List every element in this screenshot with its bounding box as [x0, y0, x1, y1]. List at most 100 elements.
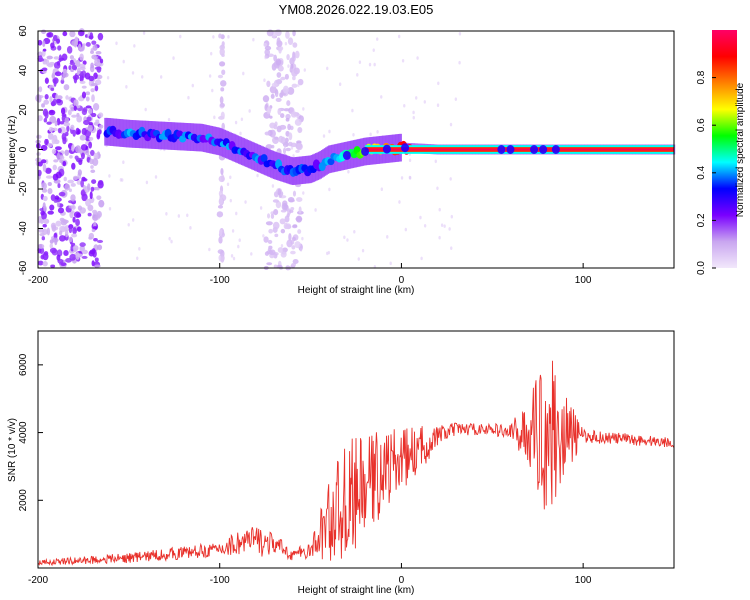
noise-point: [42, 219, 49, 224]
colorbar: 0.0 0.2 0.4 0.6 0.8 Normalized spectral ampl…: [696, 30, 746, 275]
noise-point: [290, 111, 298, 118]
noise-point: [62, 31, 68, 37]
noise-point: [295, 142, 303, 151]
noise-point: [99, 58, 104, 64]
noise-point: [438, 207, 441, 212]
noise-point: [458, 31, 462, 36]
noise-point: [299, 248, 303, 252]
noise-point: [94, 66, 102, 71]
noise-point: [96, 195, 102, 200]
noise-point: [274, 233, 279, 238]
noise-point: [94, 85, 99, 92]
noise-point: [273, 54, 278, 62]
noise-point: [159, 75, 163, 79]
trace-point: [260, 154, 268, 163]
noise-point: [58, 54, 63, 63]
noise-point: [285, 147, 291, 152]
noise-point: [218, 236, 223, 244]
snr-x-tick-label: -200: [28, 575, 48, 586]
noise-point: [369, 132, 372, 137]
noise-point: [217, 204, 224, 209]
noise-point: [92, 102, 100, 111]
noise-point: [92, 158, 99, 166]
colorbar-tick-label: 0.4: [696, 165, 707, 179]
noise-point: [92, 44, 98, 51]
noise-point: [189, 226, 192, 230]
noise-point: [88, 250, 95, 257]
noise-point: [87, 124, 93, 132]
noise-point: [79, 53, 84, 61]
noise-point: [376, 129, 379, 134]
noise-point: [56, 38, 61, 44]
noise-point: [47, 32, 54, 38]
noise-point: [77, 43, 82, 52]
noise-point: [42, 60, 48, 65]
noise-point: [353, 229, 356, 234]
noise-point: [347, 170, 350, 174]
noise-point: [67, 109, 72, 116]
noise-point: [71, 114, 78, 118]
noise-point: [63, 250, 69, 256]
noise-point: [49, 115, 57, 124]
noise-point: [77, 129, 81, 135]
snr-ticks: -200 -100 0 100 2000 4000 6000: [18, 353, 592, 586]
noise-point: [259, 206, 263, 210]
noise-point: [75, 59, 81, 68]
colorbar-tick-label: 0.2: [696, 213, 707, 227]
noise-point: [287, 64, 290, 68]
noise-point: [68, 236, 73, 243]
noise-point: [301, 236, 304, 241]
noise-point: [71, 205, 76, 210]
spectrogram-marks: [35, 28, 676, 271]
noise-point: [63, 84, 70, 91]
noise-point: [211, 88, 214, 93]
snr-series-line: [37, 360, 675, 567]
snr-y-tick-label: 4000: [18, 421, 29, 444]
noise-point: [45, 175, 53, 179]
noise-point: [217, 74, 224, 79]
noise-point: [280, 251, 287, 258]
noise-point: [47, 133, 54, 140]
noise-point: [115, 41, 118, 46]
noise-point: [68, 65, 72, 71]
snr-marks: [37, 360, 675, 567]
noise-point: [248, 109, 251, 113]
noise-point: [52, 98, 57, 106]
noise-point: [81, 127, 87, 136]
noise-point: [81, 255, 88, 259]
noise-point: [376, 37, 379, 41]
noise-point: [61, 53, 68, 61]
noise-point: [70, 244, 74, 252]
noise-point: [70, 183, 76, 187]
noise-point: [43, 205, 47, 212]
noise-point: [90, 88, 95, 93]
noise-point: [57, 45, 62, 51]
noise-point: [77, 205, 83, 211]
noise-point: [91, 228, 96, 233]
noise-point: [294, 241, 301, 249]
spectrogram-y-axis-label: Frequency (Hz): [7, 116, 18, 185]
noise-point: [286, 100, 291, 107]
noise-point: [37, 161, 43, 167]
noise-point: [71, 162, 76, 170]
noise-point: [400, 176, 404, 180]
colorbar-ticks: 0.0 0.2 0.4 0.6 0.8: [696, 70, 716, 275]
spectrogram-y-tick-label: 60: [18, 25, 29, 37]
noise-point: [276, 37, 281, 45]
noise-point: [45, 167, 52, 174]
noise-point: [252, 37, 255, 42]
noise-point: [250, 252, 253, 256]
noise-point: [90, 50, 95, 54]
noise-point: [77, 169, 82, 176]
noise-point: [53, 199, 58, 203]
noise-point: [49, 247, 57, 254]
noise-point: [106, 75, 110, 80]
noise-point: [93, 238, 98, 242]
noise-point: [314, 208, 317, 212]
noise-point: [191, 83, 194, 88]
noise-point: [437, 81, 440, 86]
noise-point: [218, 197, 224, 205]
noise-point: [346, 238, 349, 242]
noise-point: [242, 71, 245, 76]
noise-point: [43, 99, 50, 105]
